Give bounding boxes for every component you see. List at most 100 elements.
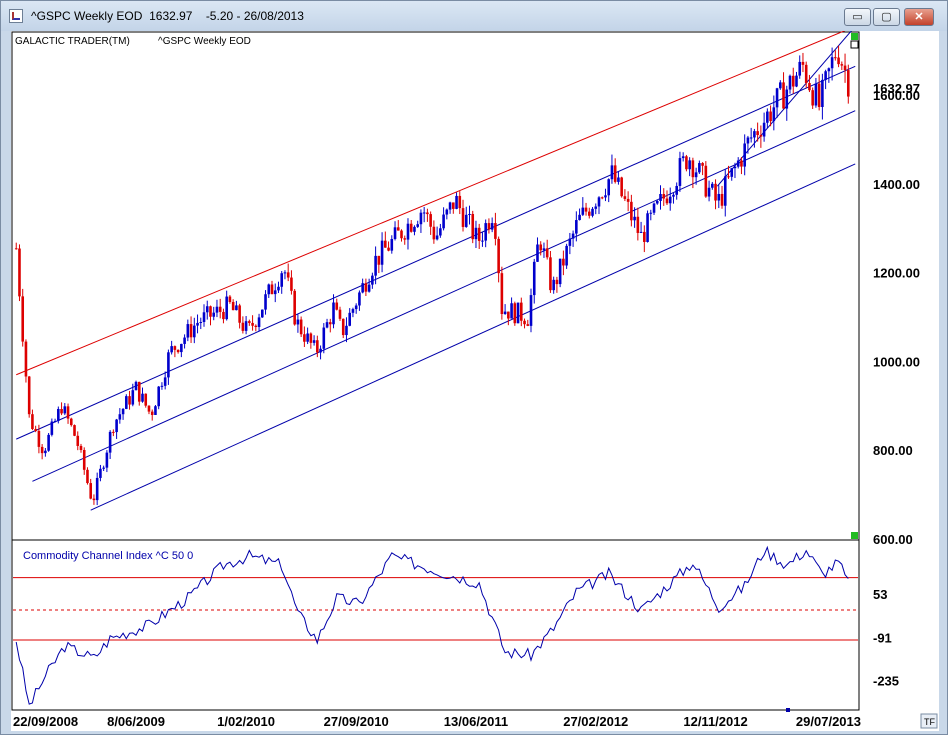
candle-body [814, 83, 818, 106]
candle-body [681, 156, 685, 159]
candle-body [118, 414, 122, 420]
indicator-panel-frame [11, 539, 860, 711]
candle-body [254, 325, 258, 328]
candle-body [160, 385, 164, 387]
cci-y-tick-label: 53 [873, 587, 887, 602]
candle-body [328, 322, 332, 325]
candle-body [510, 303, 513, 319]
candle-body [380, 240, 384, 265]
candle-body [481, 240, 484, 242]
candle-body [610, 165, 614, 180]
chart-app-icon[interactable] [9, 9, 23, 23]
candle-body [270, 284, 274, 295]
candle-body [633, 216, 636, 221]
candle-body [218, 306, 222, 312]
candle-body [795, 75, 798, 87]
candle-body [519, 302, 523, 321]
x-tick-label: 29/07/2013 [796, 714, 861, 729]
close-button[interactable]: ✕ [904, 8, 934, 26]
candle-body [131, 390, 135, 405]
candle-body [766, 111, 769, 123]
candle-body [613, 165, 617, 182]
candle-body [581, 207, 585, 215]
candle-body [597, 197, 601, 207]
candle-body [743, 143, 746, 167]
x-tick-label: 12/11/2012 [683, 714, 747, 729]
candle-body [655, 200, 659, 204]
scroll-marker[interactable] [786, 708, 790, 712]
candle-body [374, 255, 377, 276]
channel-line-3 [90, 163, 856, 511]
panel-restore-icon[interactable] [850, 40, 859, 49]
candle-body [623, 196, 627, 199]
price-y-tick-label: 1200.00 [873, 266, 920, 281]
candle-body [837, 57, 840, 65]
candle-body [296, 319, 300, 325]
candle-body [212, 312, 216, 317]
candle-body [830, 57, 834, 69]
price-y-tick-label: 1400.00 [873, 177, 920, 192]
candle-body [516, 302, 520, 324]
candle-body [189, 324, 193, 338]
candle-body [209, 306, 212, 317]
candle-body [698, 163, 701, 173]
candle-body [545, 248, 549, 258]
candle-body [241, 322, 245, 331]
candle-body [552, 279, 555, 291]
candle-body [306, 333, 309, 342]
candle-body [86, 469, 89, 484]
timeframe-label: TF [924, 717, 935, 727]
candle-body [31, 414, 34, 429]
candle-body [231, 301, 235, 311]
candle-body [409, 223, 413, 232]
candle-body [92, 498, 96, 501]
candle-body [565, 245, 568, 266]
candle-body [494, 223, 497, 239]
candle-body [390, 239, 394, 251]
minimize-button[interactable]: ▭ [844, 8, 871, 26]
candle-body [125, 396, 128, 409]
chart-svg: GALACTIC TRADER(TM) ^GSPC Weekly EOD 160… [11, 31, 938, 729]
candle-body [361, 283, 364, 293]
candle-body [173, 346, 177, 350]
candle-body [659, 194, 662, 201]
candle-body [720, 193, 724, 206]
candle-body [672, 194, 675, 197]
x-tick-label: 27/02/2012 [563, 714, 628, 729]
candle-body [205, 306, 209, 313]
candle-body [707, 187, 711, 197]
candle-body [183, 337, 186, 344]
candle-body [228, 296, 232, 302]
candle-body [60, 409, 63, 414]
candle-body [176, 349, 180, 353]
candle-body [736, 160, 740, 167]
candle-body [238, 305, 241, 323]
last-price-label: 1632.97 [873, 81, 920, 96]
candle-body [555, 279, 559, 285]
candle-body [846, 70, 850, 97]
candle-body [762, 122, 766, 137]
candle-body [348, 312, 352, 326]
candle-body [678, 158, 682, 186]
timeframe-button[interactable] [920, 713, 938, 729]
candle-body [322, 327, 326, 349]
header-left-label: GALACTIC TRADER(TM) [15, 36, 130, 47]
candle-body [542, 248, 546, 251]
candle-body [662, 194, 666, 199]
candle-body [128, 396, 131, 405]
maximize-button[interactable]: ▢ [873, 8, 900, 26]
candle-body [643, 231, 646, 242]
candle-body [477, 227, 481, 241]
candle-body [532, 261, 536, 296]
x-tick-label: 22/09/2008 [13, 714, 78, 729]
candle-body [675, 185, 678, 195]
candle-body [14, 248, 18, 250]
candle-body [769, 111, 772, 122]
candle-body [630, 201, 633, 221]
candle-body [646, 213, 649, 242]
bottom-marker [851, 532, 858, 539]
candle-body [604, 195, 607, 198]
candle-body [461, 208, 465, 227]
candle-body [834, 57, 837, 59]
candle-body [108, 431, 112, 453]
